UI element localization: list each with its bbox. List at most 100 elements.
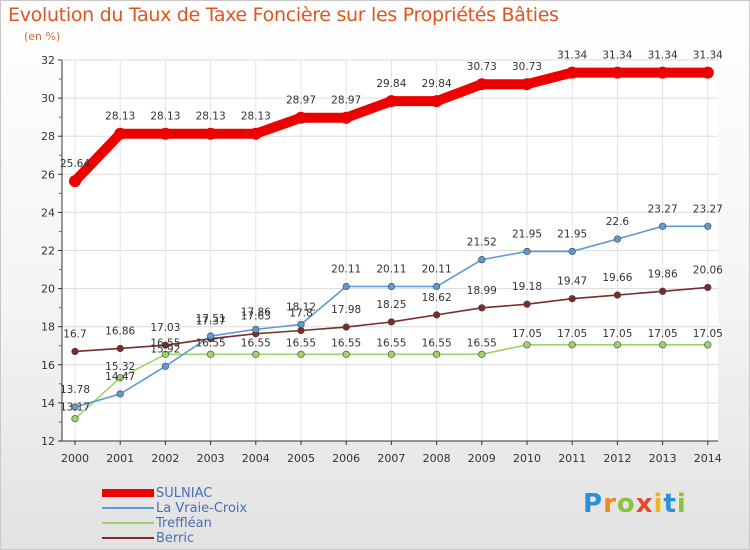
x-tick-label: 2011 xyxy=(558,452,586,465)
data-point xyxy=(252,350,260,358)
chart-subtitle: (en %) xyxy=(24,30,61,43)
legend-swatch xyxy=(102,489,154,497)
data-label: 21.95 xyxy=(512,228,542,240)
data-label: 16.55 xyxy=(422,337,452,349)
legend-item-treffleant: Treffléan xyxy=(102,515,212,531)
y-tick-label: 18 xyxy=(41,321,55,334)
data-point xyxy=(478,304,486,312)
x-tick-label: 2005 xyxy=(287,452,315,465)
data-point xyxy=(387,282,396,291)
legend-swatch xyxy=(102,522,154,524)
data-label: 13.78 xyxy=(60,384,90,396)
data-label: 19.86 xyxy=(648,268,678,280)
data-label: 16.55 xyxy=(286,337,316,349)
legend-item-sulniac: SULNIAC xyxy=(102,486,212,501)
data-point xyxy=(252,325,260,333)
data-label: 17.98 xyxy=(331,304,361,316)
data-point xyxy=(297,320,305,329)
data-label: 20.06 xyxy=(693,264,723,276)
data-point xyxy=(71,415,79,423)
data-point xyxy=(385,95,398,108)
data-label: 21.52 xyxy=(467,237,497,249)
data-point xyxy=(523,341,531,349)
data-label: 16.7 xyxy=(63,328,86,340)
y-tick-label: 24 xyxy=(41,206,55,219)
data-label: 17.05 xyxy=(693,328,723,340)
data-label: 28.97 xyxy=(286,95,316,107)
data-point xyxy=(249,127,262,140)
chart-title: Evolution du Taux de Taxe Foncière sur l… xyxy=(8,4,559,26)
data-point xyxy=(613,291,622,299)
data-point xyxy=(523,300,531,308)
data-label: 16.55 xyxy=(196,337,226,349)
y-tick-label: 32 xyxy=(41,54,55,67)
data-label: 19.66 xyxy=(602,272,632,284)
data-point xyxy=(656,66,669,79)
y-tick-label: 20 xyxy=(41,283,55,296)
data-point xyxy=(387,318,396,326)
y-tick-label: 28 xyxy=(41,130,55,143)
data-point xyxy=(297,350,305,358)
data-label: 17.05 xyxy=(602,328,632,340)
data-label: 17.63 xyxy=(241,311,271,323)
data-label: 28.13 xyxy=(196,111,226,123)
data-point xyxy=(161,341,169,349)
legend-item-berric: Berric xyxy=(102,530,195,546)
data-point xyxy=(568,247,576,256)
data-label: 28.13 xyxy=(150,111,180,123)
proxiti-logo: Proxiti xyxy=(583,489,687,519)
x-tick-label: 2003 xyxy=(197,452,225,465)
data-point xyxy=(658,341,667,349)
data-point xyxy=(430,95,443,108)
data-label: 23.27 xyxy=(648,203,678,215)
y-tick-label: 22 xyxy=(41,245,55,258)
legend-label: La Vraie-Croix xyxy=(156,500,248,516)
data-label: 20.11 xyxy=(422,264,452,276)
data-point xyxy=(387,350,396,358)
data-point xyxy=(523,247,531,256)
data-point xyxy=(342,350,350,358)
y-tick-label: 30 xyxy=(41,92,55,105)
data-label: 31.34 xyxy=(693,50,723,62)
data-point xyxy=(704,283,712,292)
data-point xyxy=(478,256,486,264)
data-label: 16.55 xyxy=(331,337,361,349)
data-point xyxy=(566,66,579,79)
data-label: 22.6 xyxy=(606,216,630,228)
data-point xyxy=(207,350,215,358)
data-label: 16.55 xyxy=(376,337,406,349)
y-tick-label: 16 xyxy=(41,359,55,372)
data-point xyxy=(161,350,169,358)
x-tick-label: 2002 xyxy=(151,452,179,465)
legend-label: Treffléan xyxy=(156,515,212,531)
data-label: 30.73 xyxy=(467,61,497,73)
data-label: 21.95 xyxy=(557,228,587,240)
data-label: 17.37 xyxy=(196,316,226,328)
data-point xyxy=(433,311,441,319)
data-label: 31.34 xyxy=(648,50,678,62)
data-label: 25.64 xyxy=(60,158,90,170)
data-point xyxy=(116,344,124,353)
data-label: 19.47 xyxy=(557,276,587,288)
data-label: 16.55 xyxy=(467,337,497,349)
data-label: 18.25 xyxy=(376,299,406,311)
data-point xyxy=(204,127,217,140)
y-tick-label: 14 xyxy=(41,397,55,410)
data-label: 28.97 xyxy=(331,95,361,107)
data-point xyxy=(433,282,441,291)
data-label: 17.51 xyxy=(196,313,226,325)
y-tick-label: 12 xyxy=(41,435,55,448)
data-label: 20.11 xyxy=(376,264,406,276)
data-label: 16.55 xyxy=(150,337,180,349)
data-point xyxy=(704,341,712,349)
data-label: 17.8 xyxy=(289,308,312,320)
data-label: 19.18 xyxy=(512,281,542,293)
x-tick-label: 2010 xyxy=(513,452,541,465)
data-point xyxy=(658,287,667,295)
x-tick-label: 2014 xyxy=(694,452,722,465)
y-tick-label: 26 xyxy=(41,168,55,181)
data-label: 30.73 xyxy=(512,61,542,73)
data-point xyxy=(295,111,307,124)
legend-label: Berric xyxy=(156,530,195,546)
